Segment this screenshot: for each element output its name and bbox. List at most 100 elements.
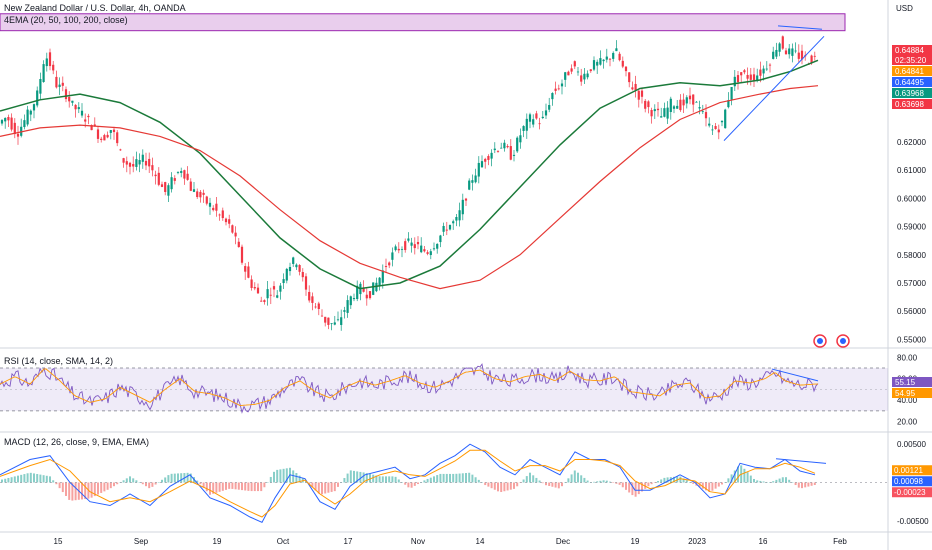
time-axis-label: Sep [134,537,149,546]
macd-histogram-bar [791,482,794,483]
candle-body [576,71,580,73]
candle-body [602,59,605,62]
macd-histogram-bar [628,482,631,493]
time-axis-label: Nov [411,537,425,546]
macd-histogram-bar [266,482,269,483]
macd-histogram-bar [241,482,243,491]
candle-body [186,173,189,180]
candle-body [740,72,743,76]
chart-title: New Zealand Dollar / U.S. Dollar, 4h, OA… [4,3,186,13]
macd-histogram-bar [298,475,301,483]
macd-histogram-bar [308,482,311,485]
candle-body [154,174,157,177]
macd-histogram-bar [458,473,461,483]
candle-body [772,51,775,59]
macd-histogram-bar [497,482,499,492]
macd-histogram-bar [717,482,720,487]
macd-histogram-bar [167,475,170,483]
price-tick-label: 0.57000 [897,279,926,288]
macd-histogram-bar [263,482,266,488]
resistance-zone-rect [0,13,846,32]
candle-body [42,64,45,83]
macd-histogram-bar [397,479,400,483]
price-tag [892,99,932,109]
resistance-zone [0,13,846,32]
rsi-tag-label: 55.15 [895,378,916,387]
candle-body [717,129,720,133]
candle-body [432,248,436,250]
candle-body [493,148,496,151]
candle-body [727,100,730,108]
candle-body [813,55,816,57]
macd-histogram-bar [52,480,55,483]
ema-red-line [0,85,819,290]
macd-histogram-bar [545,482,547,486]
macd-histogram-bar [730,474,733,483]
candle-body [288,267,292,272]
candle-body [647,101,650,108]
macd-histogram-bar [237,482,240,490]
candle-body [39,79,42,94]
macd-histogram-bar [394,476,397,483]
macd-histogram-bar [641,482,643,492]
candle-body [554,88,557,91]
candle-body [711,129,714,131]
price-tag [892,77,932,87]
candle-body [580,75,583,82]
macd-tag [892,465,932,476]
candle-body [708,123,711,126]
macd-histogram-bar [551,482,554,487]
candle-body [461,199,464,215]
macd-histogram-bar [737,466,739,483]
macd-histogram-bar [218,482,221,492]
macd-label: MACD (12, 26, close, 9, EMA, EMA) [4,437,149,447]
candle-body [676,105,679,109]
macd-histogram-bar [356,471,359,483]
macd-histogram-bar [177,473,179,483]
macd-histogram-bar [180,473,183,483]
macd-histogram-bar [705,482,707,491]
macd-histogram-bar [161,479,163,483]
candle-body [701,111,704,113]
macd-tag-label: 0.00121 [894,466,923,475]
macd-histogram-bar [93,482,96,497]
macd-histogram-bar [369,473,371,483]
candle-body [420,245,423,253]
macd-histogram-bar [39,474,42,483]
macd-histogram-bar [657,481,659,483]
macd-histogram-bar [554,482,557,488]
candle-body [669,98,672,113]
candle-body [765,68,768,70]
candle-body [320,315,324,317]
price-tag-label: 0.63698 [895,100,924,109]
macd-histogram-bar [116,482,119,485]
macd-histogram-bar [113,482,115,487]
macd-histogram-bar [503,482,506,492]
candle-body [183,170,186,179]
candle-body [416,241,420,245]
macd-histogram-bar [257,482,259,492]
macd-histogram-bar [468,472,471,483]
candle-body [752,74,756,81]
macd-histogram-bar [244,482,247,491]
macd-histogram-bar [714,482,717,489]
macd-histogram-bar [602,480,605,483]
macd-histogram-bar [532,475,535,483]
candle-body [109,130,112,133]
currency-label: USD [896,4,913,13]
candle-body [455,216,458,221]
macd-histogram-bar [727,478,730,483]
candle-body [276,295,279,298]
candle-body [218,214,221,216]
macd-histogram-bar [487,482,490,487]
price-tick-label: 0.55000 [897,335,926,344]
candle-body [532,119,535,125]
macd-histogram-bar [762,481,765,483]
candle-body [516,137,519,152]
candle-body [567,71,570,76]
candle-body [13,122,16,135]
time-axis-label: 2023 [688,537,706,546]
macd-histogram-bar [212,482,215,494]
candle-body [743,70,746,73]
